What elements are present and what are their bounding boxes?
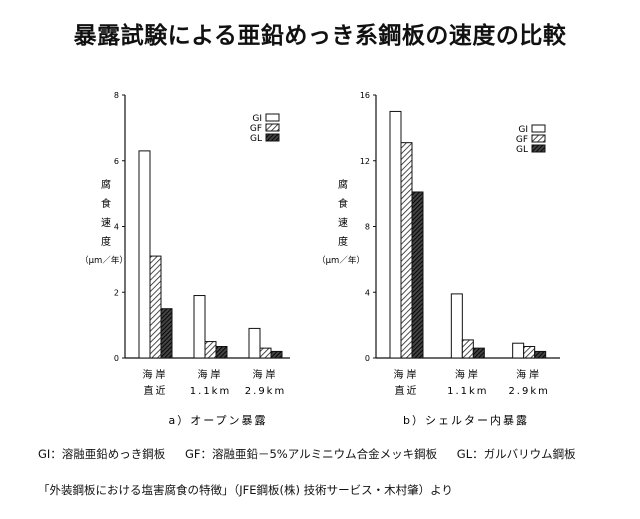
- category-label-line2: 直近: [395, 384, 419, 397]
- y-axis-label-char: 速: [101, 217, 111, 229]
- y-tick-label: 4: [114, 223, 119, 232]
- category-label-line1: 海岸: [143, 368, 169, 381]
- bar-gi: [389, 110, 402, 359]
- category-label-line2: 2.9km: [508, 386, 549, 397]
- bar-gi: [193, 295, 206, 359]
- bar-gf: [461, 339, 474, 359]
- category-label-line1: 海岸: [455, 368, 481, 381]
- note-gl: GL：ガルバリウム鋼板: [456, 447, 576, 461]
- legend-swatch: [265, 113, 280, 122]
- y-axis-label-char: 腐: [338, 178, 348, 191]
- y-axis-label-char: 腐: [101, 178, 111, 191]
- legend-swatch: [265, 123, 280, 132]
- category-label-line1: 海岸: [253, 368, 279, 381]
- panel-label: b）シェルター内暴露: [403, 413, 529, 427]
- y-tick-label: 2: [114, 288, 119, 297]
- y-axis-label-char: 食: [101, 197, 111, 210]
- legend-swatch: [531, 124, 546, 133]
- source-citation: 「外装鋼板における塩害腐食の特徴」（JFE鋼板(株) 技術サービス・木村肇）より: [38, 483, 453, 497]
- bar-gf: [523, 345, 536, 359]
- y-axis-label-char: 速: [338, 217, 348, 229]
- y-tick-label: 4: [365, 288, 370, 297]
- category-label-line2: 2.9km: [245, 386, 286, 397]
- chart-title: 暴露試験による亜鉛めっき系鋼板の速度の比較: [73, 23, 567, 49]
- panel-label: a）オープン暴露: [168, 414, 267, 427]
- bar-gi: [248, 327, 261, 359]
- legend-label: GI: [252, 114, 262, 124]
- category-label-line2: 1.1km: [190, 386, 231, 397]
- category-label-line2: 直近: [144, 384, 168, 397]
- y-tick-label: 6: [114, 157, 119, 166]
- bar-gl: [534, 350, 547, 359]
- y-tick-label: 16: [360, 91, 370, 100]
- legend-label: GI: [518, 125, 528, 135]
- y-tick-label: 12: [360, 157, 370, 166]
- category-label-line2: 1.1km: [447, 386, 488, 397]
- bar-gl: [215, 345, 228, 359]
- category-label-line1: 海岸: [516, 368, 542, 381]
- bar-gi: [512, 342, 525, 359]
- series-definitions: GI：溶融亜鉛めっき鋼板 GF：溶融亜鉛－5%アルミニウム合金メッキ鋼板 GL：…: [38, 446, 592, 462]
- y-tick-label: 8: [365, 223, 370, 232]
- legend-label: GF: [516, 135, 528, 145]
- y-axis-unit: （μm／年）: [80, 255, 128, 266]
- bar-gf: [400, 142, 413, 359]
- legend-swatch: [531, 144, 546, 153]
- note-gi: GI：溶融亜鉛めっき鋼板: [38, 447, 166, 461]
- y-axis-label-char: 度: [101, 235, 111, 248]
- legend-label: GF: [250, 124, 262, 134]
- bar-gl: [411, 191, 424, 359]
- note-gf: GF：溶融亜鉛－5%アルミニウム合金メッキ鋼板: [184, 447, 438, 461]
- bar-gl: [160, 308, 173, 359]
- y-tick-label: 0: [365, 354, 370, 363]
- category-label-line1: 海岸: [198, 368, 224, 381]
- bar-gf: [259, 347, 272, 359]
- legend-swatch: [531, 134, 546, 143]
- bar-gl: [270, 350, 283, 359]
- legend-swatch: [265, 133, 280, 142]
- legend-label: GL: [250, 134, 262, 144]
- category-label-line1: 海岸: [394, 368, 420, 381]
- bar-gl: [472, 347, 485, 359]
- bar-gf: [149, 255, 162, 359]
- y-axis-label-char: 度: [338, 235, 348, 248]
- y-axis-label-char: 食: [338, 197, 348, 210]
- legend-label: GL: [516, 145, 528, 155]
- y-tick-label: 8: [114, 91, 119, 100]
- bar-gf: [204, 341, 217, 359]
- bar-gi: [450, 293, 463, 359]
- y-tick-label: 0: [114, 354, 119, 363]
- bar-gi: [138, 150, 151, 359]
- y-axis-unit: （μm／年）: [317, 255, 365, 266]
